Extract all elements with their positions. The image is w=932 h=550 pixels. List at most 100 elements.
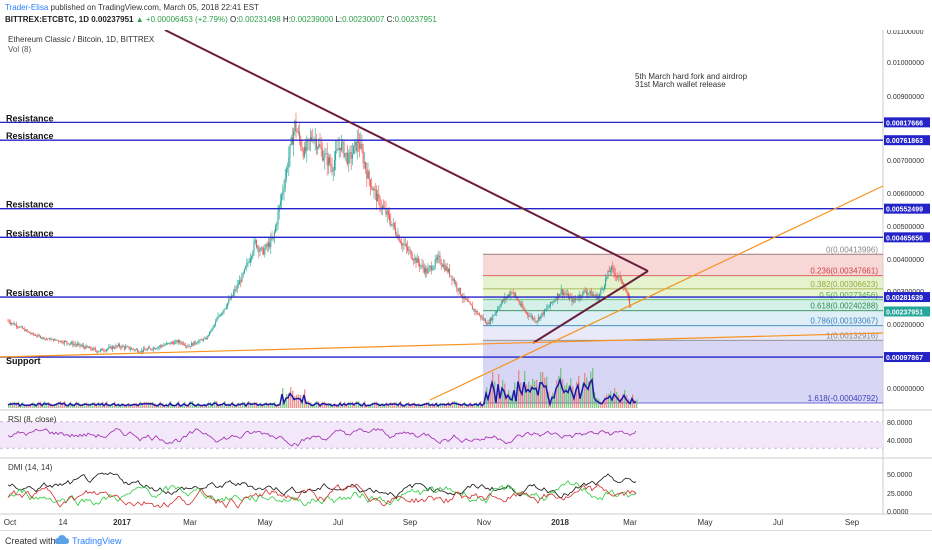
volume-bar (236, 404, 238, 408)
price-badges: 0.00817666 0.00761863 0.00552499 0.00465656… (884, 117, 930, 363)
candles (7, 112, 632, 355)
candle-body (524, 310, 526, 313)
candle-body (231, 295, 233, 297)
volume-bar (380, 404, 382, 408)
dmi-minus-line (7, 483, 637, 509)
volume-bar (82, 404, 84, 408)
candle-body (173, 342, 175, 345)
candle-body (299, 131, 301, 139)
candle-body (497, 308, 499, 312)
volume-bar (456, 401, 458, 408)
candle-body (227, 302, 229, 307)
volume-bar (168, 404, 170, 408)
candle-body (297, 131, 299, 133)
volume-bar (576, 381, 578, 408)
volume-bar (176, 404, 178, 408)
volume-bar (366, 404, 368, 408)
candle-body (341, 142, 343, 151)
candle-body (333, 160, 335, 170)
candle-body (305, 147, 307, 152)
volume-bar (568, 385, 570, 408)
volume-bar (528, 381, 530, 408)
triangle-lower-line[interactable] (532, 270, 649, 344)
candle-body (401, 242, 403, 246)
volume-bar (214, 401, 216, 408)
price-chart[interactable]: 0(0.00413996) 0.236(0.00347661) 0.382(0.00… (0, 30, 932, 530)
candle-body (565, 293, 567, 295)
candle-body (360, 143, 362, 149)
volume-bar (346, 403, 348, 408)
candle-body (613, 268, 615, 273)
candle-body (488, 322, 490, 324)
candle-body (595, 294, 597, 297)
volume-bar (630, 401, 632, 408)
candle-body (123, 346, 125, 349)
candle-body (473, 309, 475, 310)
candle-body (398, 235, 400, 242)
downtrend-line[interactable] (164, 30, 649, 272)
candle-body (20, 326, 22, 328)
volume-bar (370, 404, 372, 408)
candle-body (105, 349, 107, 351)
price-badge-2 (884, 203, 930, 214)
candle-body (614, 272, 616, 277)
price-badge-text-2: 0.00552499 (886, 207, 923, 214)
candle-body (150, 348, 152, 350)
volume-bar (496, 400, 498, 408)
uptrend-line[interactable] (429, 185, 884, 401)
volume-bar (586, 377, 588, 408)
author-link[interactable]: Trader-Elisa (5, 3, 49, 12)
candle-body (203, 338, 205, 341)
candle-body (165, 343, 167, 345)
candle-body (60, 340, 62, 342)
volume-bar (468, 404, 470, 408)
time-tick-9: Mar (623, 518, 637, 527)
candle-body (522, 304, 524, 309)
candle-body (621, 281, 623, 284)
candle-body (512, 293, 514, 294)
volume-bar (424, 402, 426, 408)
candle-body (24, 328, 26, 332)
volume-bar (284, 400, 286, 408)
candle-body (407, 247, 409, 251)
open-value: 0.00231498 (238, 15, 281, 24)
volume-bar (52, 404, 54, 408)
candle-body (563, 293, 565, 295)
volume-bar (348, 401, 350, 408)
volume-bar (218, 404, 220, 408)
candle-body (85, 345, 87, 349)
volume-bar (478, 404, 480, 408)
price-badge-text-1: 0.00761863 (886, 138, 923, 145)
volume-bar (488, 395, 490, 408)
candle-body (427, 268, 429, 274)
candle-body (253, 242, 255, 253)
candle-body (291, 137, 293, 145)
long-support-trendline[interactable] (0, 332, 884, 358)
volume-bar (86, 402, 88, 408)
candle-body (62, 342, 64, 344)
volume-bar (264, 402, 266, 408)
candle-body (121, 345, 123, 348)
candle-body (368, 171, 370, 180)
candle-body (336, 149, 338, 151)
candle-body (369, 179, 371, 188)
candle-body (397, 235, 399, 238)
candle-body (204, 337, 206, 339)
volume-bar (588, 381, 590, 408)
candle-body (49, 338, 51, 340)
volume-bar (206, 404, 208, 408)
volume-bar (280, 402, 282, 408)
candle-body (260, 247, 262, 251)
candle-body (467, 299, 469, 302)
candle-body (132, 348, 134, 350)
volume-bar (140, 401, 142, 408)
candle-body (78, 343, 80, 345)
volume-bar (266, 402, 268, 408)
price-badge-text-5: 0.00237951 (886, 309, 923, 316)
fib-zone-0236-0382 (483, 276, 883, 290)
candle-body (510, 292, 512, 296)
published-text: published on TradingView.com, March 05, … (50, 3, 259, 12)
volume-bar (502, 379, 504, 408)
tradingview-brand[interactable]: TradingView (72, 536, 122, 546)
volume-bar (564, 385, 566, 408)
